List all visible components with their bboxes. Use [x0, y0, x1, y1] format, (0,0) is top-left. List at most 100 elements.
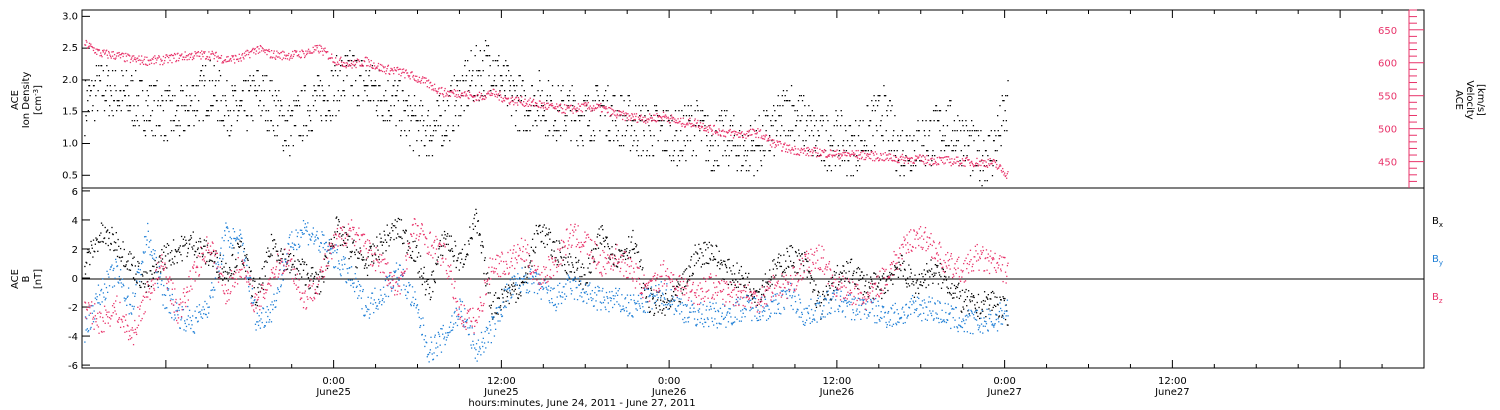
top-point-black: [683, 140, 685, 142]
top-point-black: [949, 105, 951, 107]
top-point-pink: [127, 54, 130, 56]
bottom-point-Bx: [186, 255, 188, 258]
top-point-black: [671, 140, 674, 142]
top-point-black: [987, 155, 989, 157]
bottom-point-Bx: [350, 255, 352, 258]
top-point-black: [351, 85, 353, 87]
bottom-point-Bx: [357, 257, 359, 259]
bottom-point-By: [137, 268, 140, 270]
top-point-pink: [627, 113, 629, 115]
bottom-point-Bx: [938, 271, 940, 274]
top-point-black: [291, 115, 293, 117]
top-point-black: [356, 105, 359, 107]
top-point-black: [506, 65, 508, 67]
top-point-pink: [221, 62, 223, 64]
top-point-black: [442, 100, 445, 102]
top-point-pink: [895, 156, 897, 159]
bottom-point-Bx: [990, 291, 993, 294]
top-point-pink: [433, 89, 435, 92]
top-point-pink: [821, 150, 823, 152]
bottom-point-By: [251, 302, 253, 304]
top-point-black: [441, 135, 443, 137]
top-point-black: [86, 90, 88, 92]
top-point-pink: [949, 161, 952, 163]
top-point-pink: [899, 159, 901, 161]
top-point-black: [85, 115, 87, 117]
top-point-black: [622, 145, 625, 147]
top-point-black: [333, 100, 335, 102]
top-point-pink: [673, 120, 675, 123]
top-point-pink: [604, 106, 606, 108]
top-point-pink: [823, 151, 825, 154]
top-point-black: [668, 120, 670, 122]
top-point-black: [199, 75, 202, 77]
top-point-pink: [101, 56, 103, 58]
top-point-black: [569, 110, 572, 112]
bottom-point-Bx: [102, 224, 104, 226]
bottom-point-Bx: [897, 276, 900, 278]
top-point-black: [669, 125, 671, 127]
top-point-pink: [730, 134, 732, 137]
bottom-point-Bx: [274, 246, 276, 248]
bottom-point-Bx: [386, 224, 388, 226]
bottom-point-Bx: [241, 260, 243, 262]
top-point-pink: [676, 121, 678, 124]
top-point-black: [329, 110, 331, 112]
top-point-black: [566, 115, 568, 117]
bottom-point-Bx: [998, 315, 1001, 317]
top-point-pink: [1007, 171, 1009, 173]
bottom-point-Bx: [556, 264, 558, 266]
top-point-black: [182, 130, 185, 132]
top-point-black: [108, 115, 110, 117]
top-point-pink: [183, 56, 185, 58]
top-point-black: [264, 120, 267, 122]
top-point-pink: [161, 59, 163, 62]
bottom-point-By: [166, 287, 169, 289]
top-point-black: [692, 150, 695, 152]
top-point-pink: [166, 54, 168, 56]
top-point-black: [714, 140, 716, 142]
bottom-point-Bx: [165, 246, 167, 248]
bottom-point-Bx: [631, 248, 634, 251]
top-point-black: [418, 155, 420, 157]
top-point-black: [279, 110, 281, 112]
top-point-pink: [606, 112, 609, 114]
bottom-point-Bx: [738, 272, 740, 274]
top-point-black: [777, 95, 779, 97]
top-point-pink: [838, 158, 840, 160]
top-point-black: [607, 130, 610, 132]
bottom-point-By: [127, 295, 129, 297]
bottom-point-Bx: [786, 250, 789, 253]
bottom-point-Bx: [740, 265, 743, 268]
top-point-black: [814, 150, 816, 152]
top-point-black: [178, 120, 180, 122]
top-point-pink: [676, 122, 679, 124]
bottom-point-Bx: [494, 292, 497, 294]
top-point-black: [137, 95, 140, 97]
bottom-point-Bx: [211, 260, 214, 262]
top-point-black: [297, 100, 300, 102]
top-point-pink: [615, 115, 617, 117]
top-point-pink: [445, 92, 448, 94]
top-point-black: [976, 165, 978, 167]
top-point-pink: [155, 62, 157, 64]
top-point-pink: [347, 65, 349, 67]
top-point-pink: [204, 58, 207, 60]
top-point-pink: [639, 115, 642, 118]
top-point-pink: [946, 159, 948, 161]
top-point-pink: [111, 51, 113, 53]
bottom-point-Bx: [825, 285, 827, 287]
top-point-pink: [184, 51, 186, 53]
bottom-point-Bx: [606, 236, 608, 238]
top-point-pink: [760, 137, 762, 139]
top-point-pink: [351, 67, 353, 69]
top-point-black: [577, 145, 579, 147]
top-point-black: [887, 140, 890, 142]
bottom-point-Bx: [906, 286, 908, 288]
top-point-pink: [573, 105, 576, 108]
top-point-pink: [914, 159, 916, 161]
bottom-point-Bx: [608, 257, 610, 259]
bottom-point-Bx: [346, 246, 348, 248]
bottom-point-Bx: [413, 260, 416, 262]
top-point-black: [588, 120, 591, 122]
